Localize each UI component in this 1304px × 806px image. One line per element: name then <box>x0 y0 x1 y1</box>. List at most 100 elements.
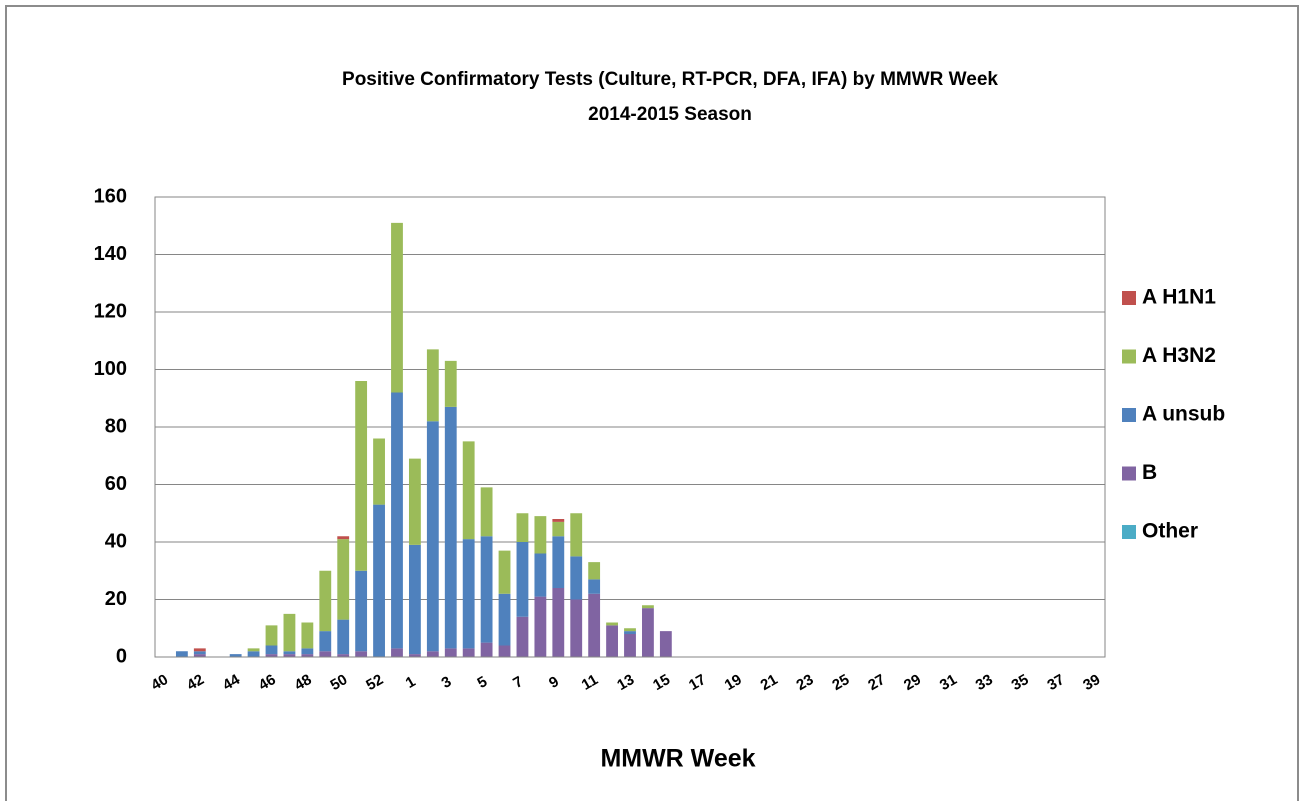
y-tick-label: 140 <box>94 243 127 265</box>
bar-segment <box>498 593 511 646</box>
bar-segment <box>570 556 583 600</box>
legend-label: A unsub <box>1142 403 1225 426</box>
bar-segment <box>193 651 206 655</box>
bar-segment <box>337 654 350 657</box>
x-tick-label: 25 <box>829 671 852 694</box>
bar-segment <box>265 625 278 646</box>
y-tick-label: 0 <box>116 645 127 667</box>
bar-segment <box>301 648 314 655</box>
x-tick-label: 39 <box>1080 671 1103 694</box>
bar-segment <box>534 596 547 657</box>
bar-segment <box>570 513 583 557</box>
bar-segment <box>552 519 565 522</box>
x-tick-label: 19 <box>722 671 745 694</box>
bar-segment <box>247 651 260 657</box>
x-tick-label: 31 <box>937 671 960 694</box>
legend-swatch <box>1122 466 1136 481</box>
bar-segment <box>516 513 529 542</box>
bar-segment <box>391 648 403 657</box>
x-tick-label: 33 <box>973 671 996 694</box>
y-tick-label: 60 <box>105 473 127 495</box>
bar-segment <box>337 536 350 540</box>
bar-segment <box>319 631 332 652</box>
x-tick-label: 48 <box>292 671 315 694</box>
bar-segment <box>408 544 421 655</box>
x-tick-label: 46 <box>256 671 279 694</box>
bar-segment <box>373 504 385 657</box>
bar-segment <box>175 651 188 657</box>
x-tick-label: 21 <box>758 671 781 694</box>
bar-segment <box>462 648 475 657</box>
y-tick-label: 120 <box>94 300 127 322</box>
bar-segment <box>534 553 547 597</box>
legend-label: Other <box>1142 520 1198 543</box>
bar-segment <box>480 642 493 657</box>
bar-segment <box>480 487 493 537</box>
x-tick-label: 40 <box>148 671 171 694</box>
bar-segment <box>642 608 654 657</box>
bar-segment <box>373 438 385 505</box>
bar-segment <box>283 651 296 655</box>
bar-segment <box>408 654 421 657</box>
bar-segment <box>337 539 350 620</box>
x-tick-label: 11 <box>579 671 601 694</box>
bar-segment <box>480 536 493 643</box>
legend-label: B <box>1142 461 1157 484</box>
legend-swatch <box>1122 525 1136 539</box>
x-tick-label: 50 <box>327 671 350 694</box>
x-tick-label: 42 <box>184 671 207 694</box>
bar-segment <box>462 539 475 649</box>
legend-swatch <box>1122 408 1136 422</box>
bar-segment <box>516 616 529 657</box>
x-tick-label: 17 <box>686 671 709 694</box>
bar-segment <box>355 570 368 652</box>
bar-segment <box>301 654 314 657</box>
bar-segment <box>391 392 403 649</box>
bar-segment <box>265 654 278 657</box>
bar-segment <box>265 645 278 655</box>
y-tick-label: 100 <box>94 358 127 380</box>
bar-segment <box>588 579 601 594</box>
bar-segment <box>498 550 511 594</box>
chart-border <box>5 5 1299 806</box>
bar-segment <box>408 458 421 545</box>
legend-swatch <box>1122 291 1136 305</box>
bar-segment <box>193 648 206 652</box>
x-axis-title: MMWR Week <box>600 745 755 773</box>
bar-segment <box>516 542 529 617</box>
bar-segment <box>426 349 439 422</box>
bar-segment <box>498 645 511 657</box>
bar-segment <box>391 222 403 393</box>
bar-segment <box>444 406 457 649</box>
bar-segment <box>426 651 439 657</box>
bar-segment <box>552 521 565 537</box>
bar-segment <box>552 536 565 588</box>
bar-segment <box>229 654 242 657</box>
x-tick-label: 37 <box>1044 671 1067 694</box>
y-tick-label: 160 <box>94 185 127 207</box>
legend-swatch <box>1122 349 1136 364</box>
bar-segment <box>193 654 206 657</box>
bar-segment <box>426 421 439 652</box>
bar-segment <box>355 381 368 571</box>
bar-segment <box>355 651 368 657</box>
bar-segment <box>606 622 618 626</box>
x-tick-label: 23 <box>794 671 817 694</box>
bar-segment <box>642 605 654 609</box>
y-tick-label: 20 <box>105 588 127 610</box>
legend-label: A H3N2 <box>1142 344 1216 367</box>
bar-segment <box>301 622 314 649</box>
x-tick-label: 52 <box>363 671 386 694</box>
bar-segment <box>247 648 260 652</box>
bar-segment <box>624 634 636 657</box>
bar-segment <box>588 562 601 580</box>
bar-segment <box>534 516 547 554</box>
bar-segment <box>283 613 296 652</box>
legend-label: A H1N1 <box>1142 286 1216 309</box>
chart-title: Positive Confirmatory Tests (Culture, RT… <box>342 69 998 90</box>
bar-segment <box>462 441 475 540</box>
x-tick-label: 29 <box>901 671 924 694</box>
bar-segment <box>283 654 296 657</box>
bar-segment <box>319 570 332 632</box>
